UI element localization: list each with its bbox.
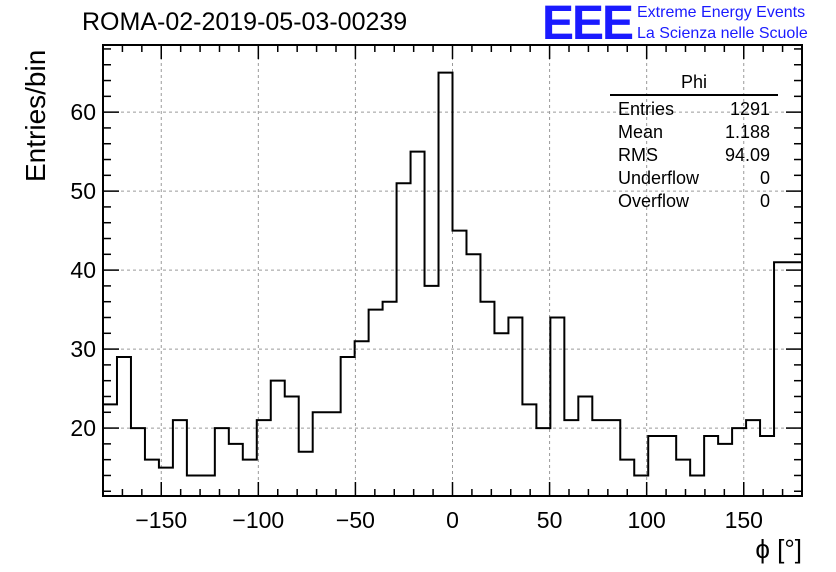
x-tick-label: 150: [725, 507, 763, 533]
y-axis-label: Entries/bin: [20, 49, 51, 182]
x-tick-labels: −150 −100 −50 0 50 100 150: [135, 507, 763, 533]
axis-ticks: [102, 45, 803, 496]
x-tick-label: 0: [446, 507, 459, 533]
stats-label: RMS: [618, 145, 658, 165]
chart-title: ROMA-02-2019-05-03-00239: [82, 8, 408, 36]
stats-value: 0: [759, 168, 770, 188]
logo-caption-line1: Extreme Energy Events: [637, 4, 806, 21]
plot-frame: [102, 44, 803, 497]
y-tick-label: 60: [70, 99, 96, 125]
stats-value: 94.09: [724, 145, 770, 165]
histogram-step-line: [103, 71, 802, 477]
stats-value: 1.188: [724, 122, 770, 142]
y-tick-label: 40: [70, 257, 96, 283]
x-tick-label: −100: [232, 507, 284, 533]
y-tick-label: 20: [70, 415, 96, 441]
stats-row: Mean 1.188: [610, 121, 778, 144]
x-axis-label: ϕ [°]: [755, 534, 802, 564]
stats-label: Entries: [618, 99, 675, 119]
stats-label: Underflow: [618, 168, 700, 188]
stats-row: Entries 1291: [610, 98, 778, 121]
x-tick-label: −50: [336, 507, 375, 533]
stats-title: Phi: [610, 72, 778, 96]
stats-label: Mean: [618, 122, 664, 142]
logo-caption: Extreme Energy Events La Scienza nelle S…: [637, 2, 808, 44]
stats-value: 1291: [729, 99, 770, 119]
logo-caption-line2: La Scienza nelle Scuole: [637, 25, 808, 42]
y-tick-label: 30: [70, 336, 96, 362]
x-tick-label: 50: [537, 507, 563, 533]
y-tick-label: 50: [70, 178, 96, 204]
stats-label: Overflow: [618, 191, 690, 211]
stats-box: Phi Entries 1291 Mean 1.188 RMS 94.09 Under…: [610, 72, 778, 213]
stats-value: 0: [759, 191, 770, 211]
eee-logo: EEE: [542, 0, 634, 50]
stats-row: Overflow 0: [610, 190, 778, 213]
stats-row: RMS 94.09: [610, 144, 778, 167]
y-tick-labels: 20 30 40 50 60: [70, 99, 96, 441]
x-tick-label: 100: [627, 507, 665, 533]
stats-row: Underflow 0: [610, 167, 778, 190]
x-tick-label: −150: [135, 507, 187, 533]
